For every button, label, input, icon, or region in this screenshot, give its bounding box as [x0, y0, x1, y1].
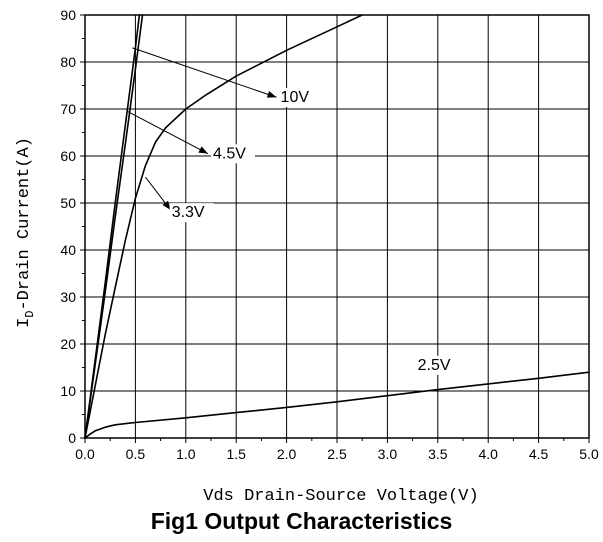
- x-axis-label: Vds Drain-Source Voltage(V): [203, 487, 478, 506]
- y-axis-label: ID-Drain Current(A): [15, 137, 37, 328]
- curves: [84, 14, 590, 439]
- x-tick-label: 5.0: [579, 446, 599, 462]
- annotation-leader-10v: [132, 47, 277, 98]
- annotation-bg-10v: [278, 87, 314, 107]
- axis-ticks: [80, 14, 590, 443]
- x-tick-label: 3.0: [378, 446, 398, 462]
- x-tick-label: 4.0: [478, 446, 498, 462]
- annotation-arrowhead-3_3v: [162, 200, 171, 211]
- x-tick-label: 1.5: [226, 446, 246, 462]
- curve-2_5v: [84, 371, 590, 439]
- curve-label-4_5v: 4.5V: [213, 145, 246, 162]
- y-tick-label: 40: [60, 242, 76, 258]
- x-tick-label: 3.5: [428, 446, 448, 462]
- x-tick-label: 0.5: [126, 446, 146, 462]
- y-tick-label: 80: [60, 54, 76, 70]
- annotation-bg-4_5v: [211, 144, 256, 164]
- curve-label-3_3v: 3.3V: [172, 204, 205, 221]
- x-tick-label: 2.5: [327, 446, 347, 462]
- annotation-arrowhead-4_5v: [198, 146, 208, 154]
- y-tick-label: 0: [68, 430, 76, 446]
- y-axis-label-main: I: [15, 318, 34, 328]
- annotation-bg-2_5v: [415, 355, 460, 375]
- curve-3_3v: [84, 14, 364, 439]
- annotation-arrowhead-10v: [266, 91, 277, 98]
- x-tick-labels: 0.0 0.5 1.0 1.5 2.0 2.5 3.0 3.5 4.0 4.5 5.0: [75, 446, 599, 462]
- chart-title: Fig1 Output Characteristics: [150, 508, 453, 534]
- curve-label-10v: 10V: [281, 89, 310, 106]
- annotation-bg-3_3v: [169, 203, 214, 223]
- curve-label-2_5v: 2.5V: [418, 357, 451, 374]
- x-tick-label: 0.0: [75, 446, 95, 462]
- y-tick-labels: 0 10 20 30 40 50 60 70 80 90: [60, 7, 76, 446]
- y-tick-label: 50: [60, 195, 76, 211]
- curve-annotations: 10V 4.5V 3.3V 2.5V: [127, 47, 460, 375]
- y-tick-label: 20: [60, 336, 76, 352]
- y-axis-label-subscript: D: [23, 311, 37, 318]
- x-tick-label: 2.0: [277, 446, 297, 462]
- annotation-leader-4_5v: [127, 110, 209, 155]
- y-tick-label: 60: [60, 148, 76, 164]
- y-axis-label-rest: -Drain Current(A): [15, 137, 34, 310]
- y-tick-label: 30: [60, 289, 76, 305]
- curve-4_5v: [84, 14, 144, 439]
- y-tick-label: 10: [60, 383, 76, 399]
- x-tick-label: 1.0: [176, 446, 196, 462]
- y-tick-label: 70: [60, 101, 76, 117]
- x-tick-label: 4.5: [529, 446, 549, 462]
- y-tick-label: 90: [60, 7, 76, 23]
